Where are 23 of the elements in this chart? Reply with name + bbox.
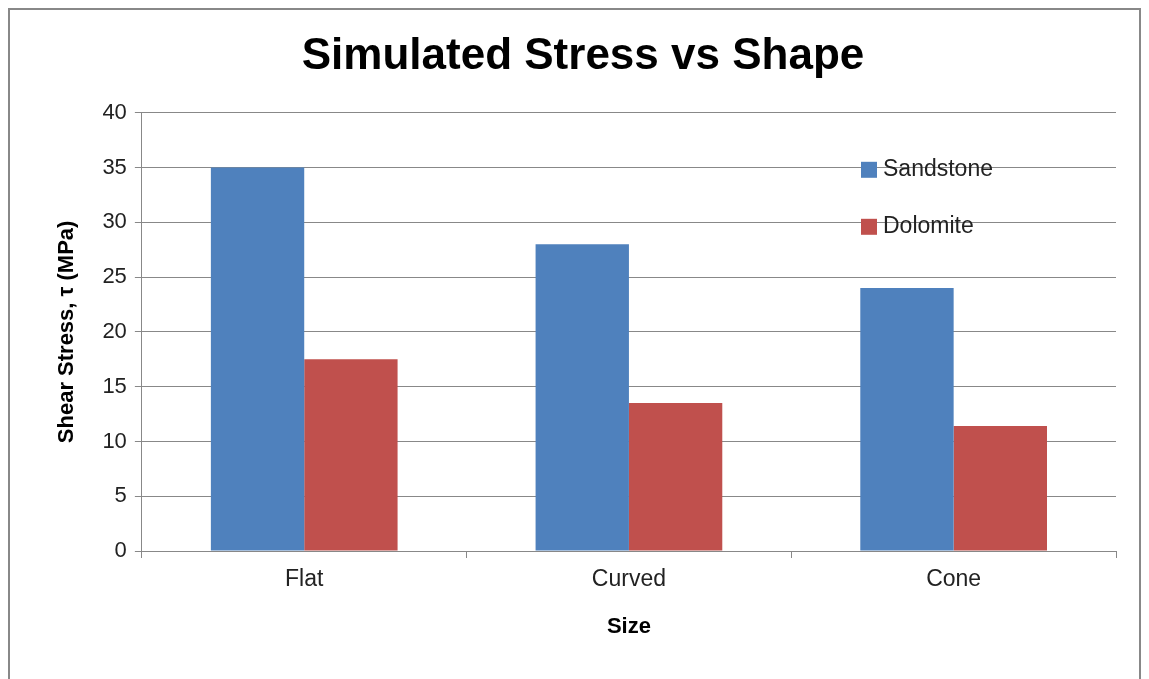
y-axis-title: Shear Stress, τ (MPa) — [53, 220, 79, 444]
bar — [628, 403, 723, 551]
y-tick-label: 10 — [102, 427, 127, 453]
x-tick-label: Curved — [591, 565, 667, 592]
y-tick-label: 5 — [114, 482, 127, 508]
y-tick-label: 40 — [102, 98, 127, 124]
y-tick-label: 30 — [102, 208, 127, 234]
y-tick-label: 35 — [102, 153, 127, 179]
y-tick-label: 25 — [102, 263, 127, 289]
legend-label: Dolomite — [883, 212, 974, 239]
x-axis-title: Size — [606, 612, 651, 638]
y-tick-label: 0 — [114, 537, 127, 563]
y-tick-label: 15 — [102, 372, 127, 398]
bar — [953, 426, 1047, 551]
x-tick-label: Cone — [926, 565, 982, 592]
bar — [304, 359, 398, 551]
bar — [210, 167, 305, 551]
bar — [535, 244, 629, 551]
x-tick-label: Flat — [285, 565, 324, 592]
legend-label: Sandstone — [883, 155, 993, 182]
y-tick-label: 20 — [102, 317, 127, 343]
bar — [860, 288, 954, 551]
chart-title: Simulated Stress vs Shape — [301, 28, 865, 78]
